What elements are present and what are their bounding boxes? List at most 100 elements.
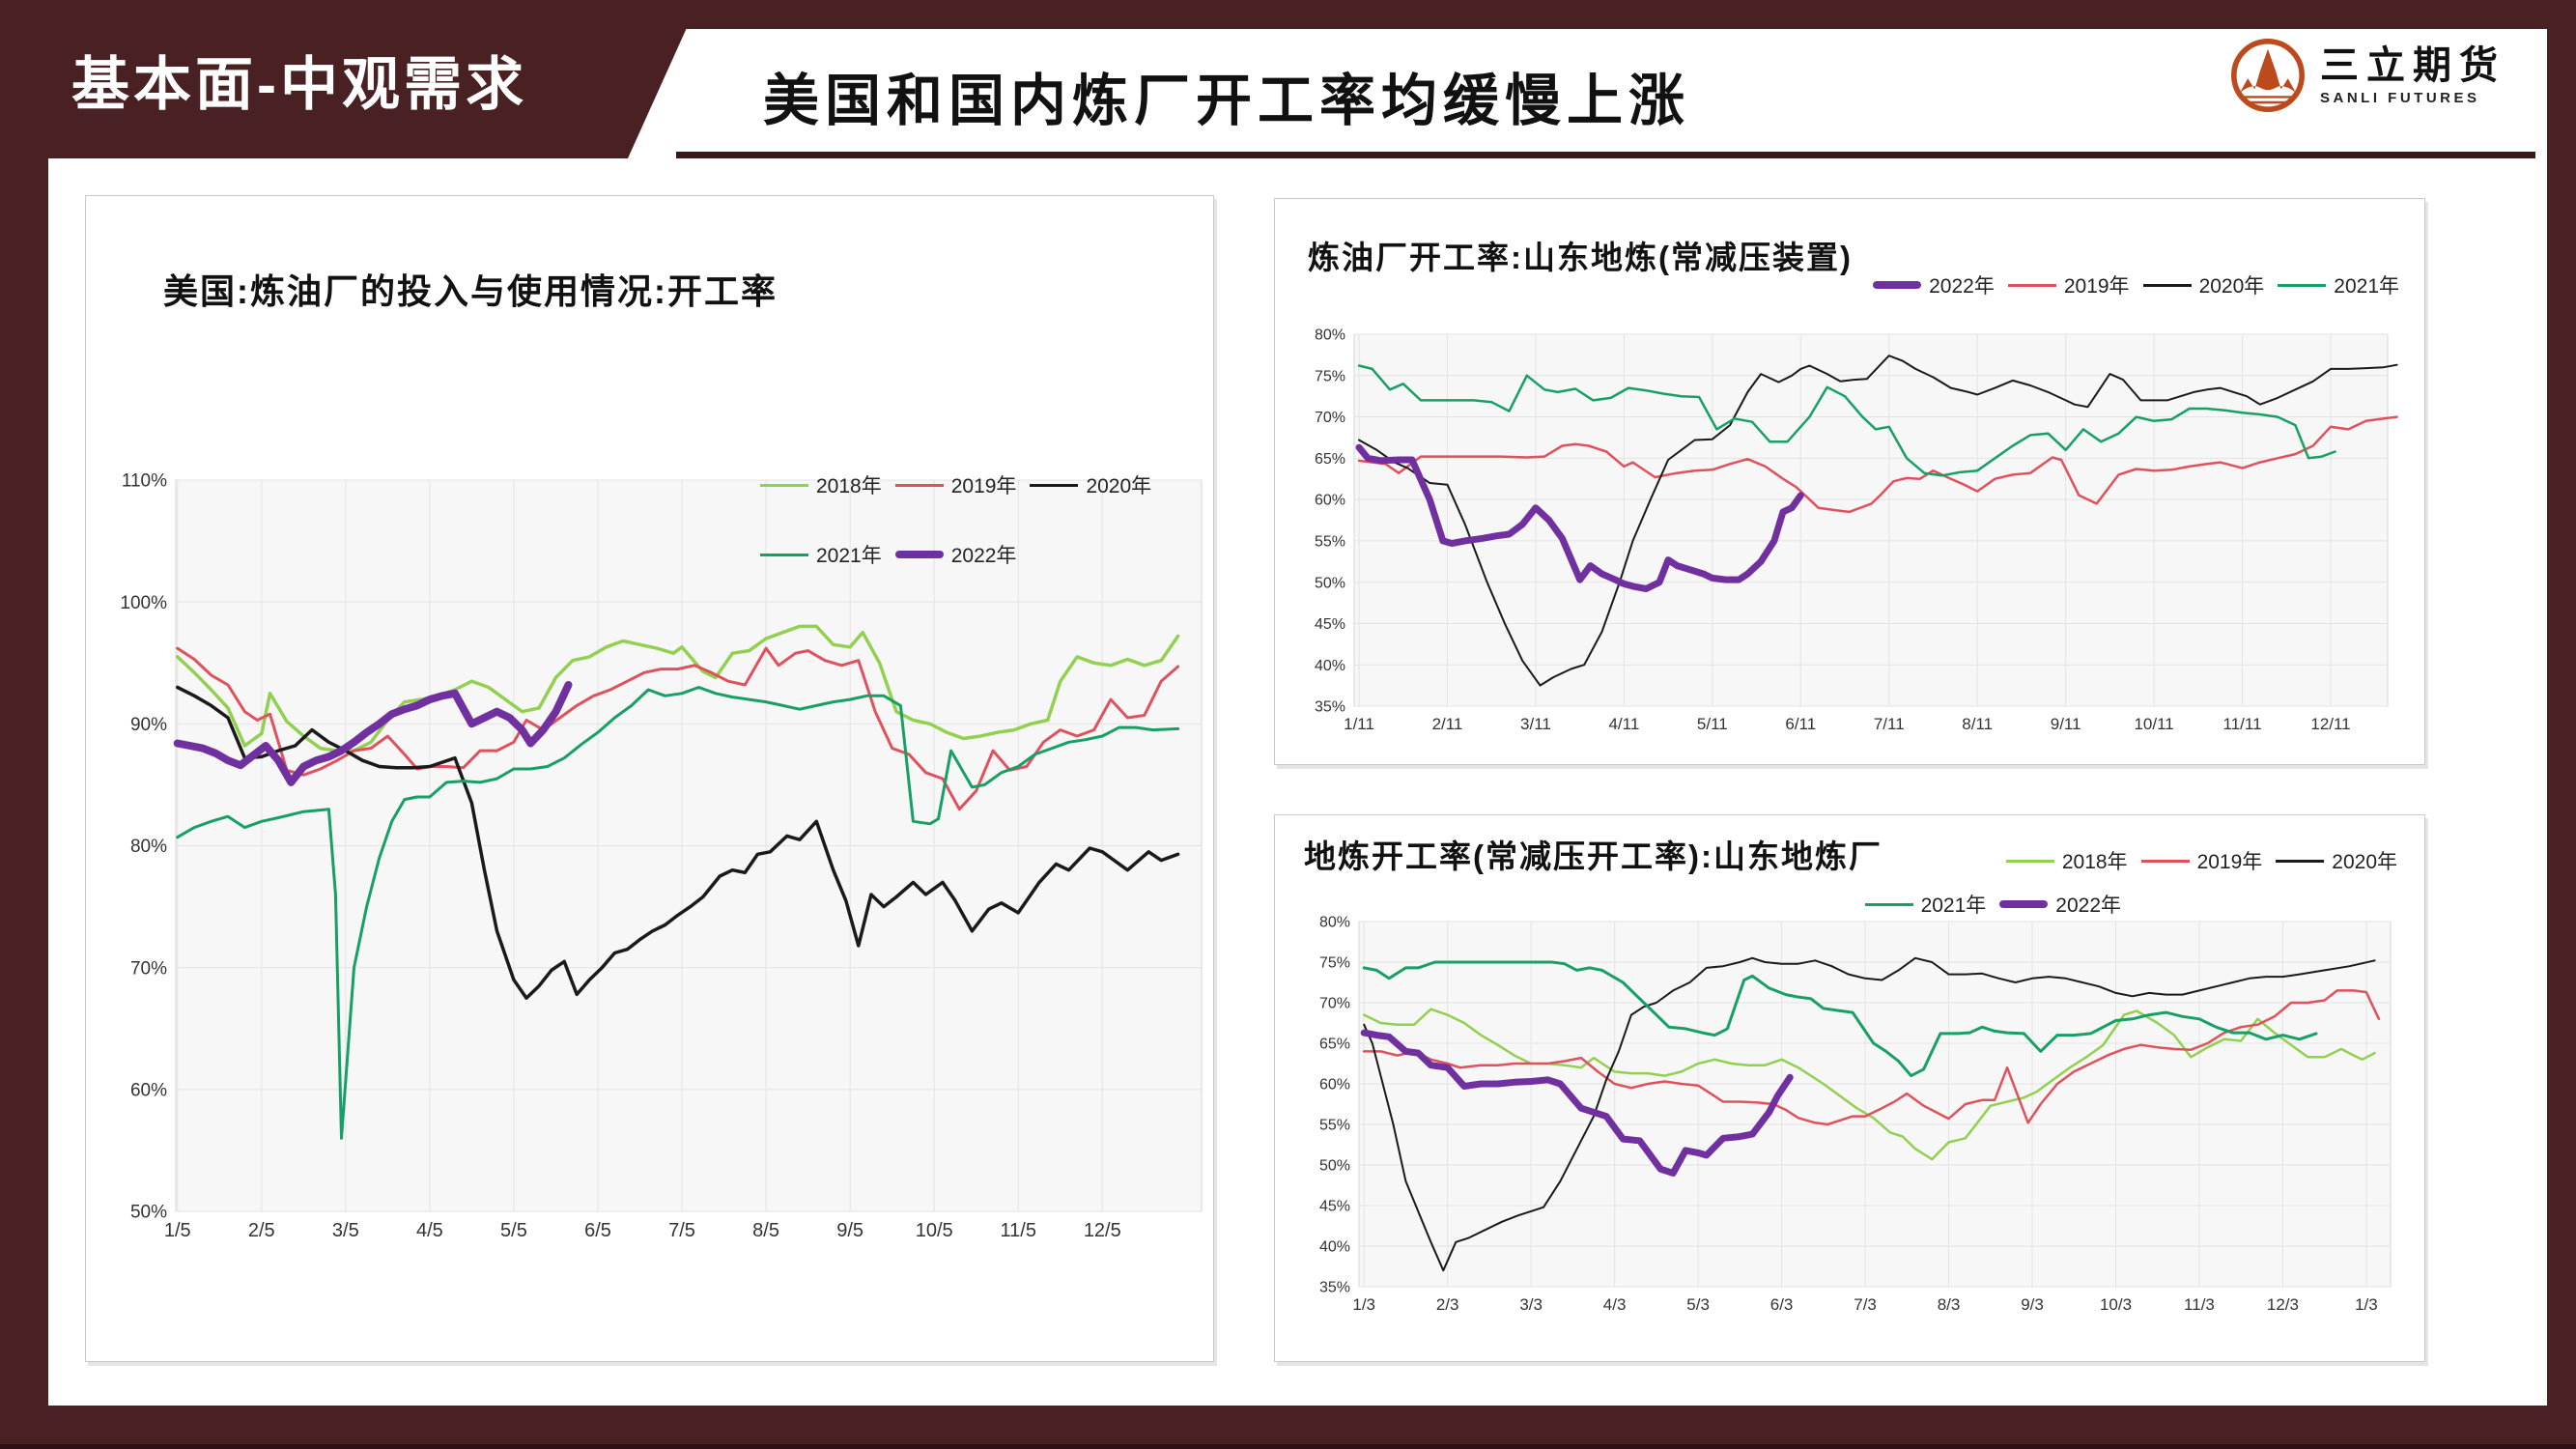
x-tick-label: 2/11 (1432, 715, 1463, 733)
y-tick-label: 55% (1315, 533, 1345, 550)
y-tick-label: 45% (1315, 616, 1345, 633)
legend-label: 2020年 (1086, 475, 1152, 497)
y-tick-label: 75% (1315, 368, 1345, 384)
series-line-2019年 (176, 646, 1180, 811)
legend-row: 2018年 2019年 2020年 (2005, 846, 2411, 875)
x-tick-label: 6/3 (1770, 1295, 1794, 1314)
x-tick-label: 10/11 (2134, 715, 2173, 733)
legend-swatch-icon (2278, 283, 2327, 287)
x-tick-label: 7/11 (1874, 715, 1905, 733)
x-tick-label: 4/5 (416, 1220, 443, 1241)
legend-swatch-icon (1864, 902, 1913, 906)
x-tick-label: 10/3 (2100, 1295, 2132, 1314)
x-tick-label: 7/3 (1854, 1295, 1877, 1314)
x-tick-label: 9/11 (2051, 715, 2081, 733)
x-tick-label: 5/5 (500, 1220, 527, 1241)
legend-item-2018年: 2018年 (2005, 846, 2128, 875)
legend-row: 2021年 2022年 (1864, 890, 2135, 919)
legend-label: 2022年 (1929, 275, 1995, 298)
series-line-2021年 (1362, 960, 2318, 1078)
frame-bottom-dark-line (0, 1444, 2576, 1449)
shandong-cdu-line-chart: 35% 40% 45% 50% 55% 60% 65% 70% 75% 80% 1/11 2/11 3/… (1315, 327, 2398, 733)
mountain-logo-icon (2231, 39, 2305, 112)
legend-swatch-icon (760, 553, 808, 556)
y-tick-label: 50% (1319, 1158, 1350, 1175)
legend-item-2021年: 2021年 (760, 540, 882, 569)
legend-label: 2021年 (1920, 895, 1987, 917)
x-tick-label: 1/3 (1352, 1295, 1375, 1314)
x-tick-label: 4/11 (1608, 715, 1639, 733)
y-axis-tick-labels: 50% 60% 70% 80% 90% 100% 110% (120, 471, 167, 1223)
x-tick-label: 7/5 (668, 1220, 695, 1241)
x-tick-label: 9/3 (2021, 1295, 2044, 1314)
legend-label: 2018年 (816, 475, 882, 497)
x-tick-label: 12/3 (2267, 1295, 2299, 1314)
legend-row: 2018年 2019年 2020年 (760, 470, 1165, 499)
x-tick-label: 2/5 (248, 1220, 275, 1241)
x-tick-label: 6/11 (1785, 715, 1816, 733)
y-axis-tick-labels: 35% 40% 45% 50% 55% 60% 65% 70% 75% 80% (1315, 327, 1345, 716)
x-tick-label: 1/11 (1344, 715, 1374, 733)
x-tick-label: 11/11 (2223, 715, 2262, 733)
legend-item-2020年: 2020年 (2276, 846, 2397, 875)
y-tick-label: 60% (1319, 1077, 1350, 1094)
y-tick-label: 35% (1315, 699, 1345, 716)
y-tick-label: 110% (122, 471, 167, 492)
x-tick-label: 10/5 (916, 1220, 953, 1241)
legend-swatch-icon (2140, 859, 2190, 863)
y-tick-label: 55% (1319, 1118, 1350, 1134)
y-tick-label: 70% (130, 958, 167, 979)
frame-left-band (0, 0, 48, 1449)
panel-shandong-cdu-chart: 炼油厂开工率:山东地炼(常减压装置) 35% 40% 45% 50% 55% 60% 65%… (1274, 198, 2425, 765)
legend-swatch-icon (2005, 859, 2054, 863)
us-refinery-line-chart: 50% 60% 70% 80% 90% 100% 110% 1/5 2/5 3/5 4/5 5/5 6/… (120, 471, 1203, 1241)
legend-label: 2019年 (2063, 275, 2130, 298)
legend-item-2019年: 2019年 (2140, 846, 2262, 875)
y-tick-label: 35% (1319, 1280, 1350, 1296)
x-tick-label: 12/5 (1084, 1220, 1121, 1241)
x-tick-label: 1/3 (2355, 1295, 2378, 1314)
series-line-2022年 (173, 681, 573, 786)
panel-us-refinery-chart: 美国:炼油厂的投入与使用情况:开工率 50% 60% 70% 80% 90% 100% 11… (85, 195, 1214, 1362)
legend-swatch-icon (2142, 283, 2192, 287)
section-tab-label: 基本面-中观需求 (71, 51, 527, 117)
legend-item-2021年: 2021年 (2278, 270, 2399, 299)
legend-item-2020年: 2020年 (2142, 270, 2265, 299)
y-tick-label: 75% (1319, 955, 1350, 972)
logo-name-cn: 三立期货 (2320, 44, 2505, 87)
x-tick-label: 3/11 (1520, 715, 1551, 733)
x-tick-label: 3/5 (332, 1220, 359, 1241)
legend-item-2020年: 2020年 (1030, 470, 1151, 499)
plot-area (1353, 333, 2389, 707)
x-tick-label: 6/5 (584, 1220, 611, 1241)
gridlines (1359, 921, 2391, 1288)
x-axis-tick-labels: 1/11 2/11 3/11 4/11 5/11 6/11 7/11 8/11 9/11 10/1… (1344, 715, 2351, 733)
legend-swatch-icon (1030, 483, 1079, 487)
company-logo: 三立期货 SANLI FUTURES (2229, 35, 2519, 116)
legend-label: 2020年 (2198, 275, 2265, 298)
y-tick-label: 60% (130, 1080, 167, 1100)
legend-label: 2020年 (2332, 851, 2397, 873)
page-title: 美国和国内炼厂开工率均缓慢上涨 (763, 70, 1691, 132)
section-tab: 基本面-中观需求 (0, 0, 699, 158)
y-tick-label: 40% (1315, 658, 1345, 674)
x-tick-label: 12/11 (2310, 715, 2350, 733)
legend-label: 2022年 (950, 545, 1017, 567)
legend-label: 2021年 (816, 545, 882, 567)
y-tick-label: 80% (130, 837, 167, 857)
x-tick-label: 8/5 (752, 1220, 779, 1241)
x-tick-label: 4/3 (1603, 1295, 1627, 1314)
legend-item-2019年: 2019年 (2007, 270, 2130, 299)
y-tick-label: 60% (1315, 493, 1345, 509)
panel-shandong-local-chart: 地炼开工率(常减压开工率):山东地炼厂 35% 40% 45% 50% 55% 60% 65… (1274, 814, 2425, 1362)
legend-item-2019年: 2019年 (894, 470, 1016, 499)
legend-label: 2022年 (2055, 895, 2121, 917)
plot-area (1358, 921, 2392, 1288)
shandong-local-line-chart: 35% 40% 45% 50% 55% 60% 65% 70% 75% 80% 1/3 2/3 3/3 4… (1319, 915, 2392, 1314)
y-tick-label: 70% (1319, 996, 1350, 1012)
frame-bottom-band (0, 1406, 2576, 1449)
legend-swatch-icon (894, 551, 944, 558)
header-underline (676, 152, 2535, 158)
x-tick-label: 8/11 (1962, 715, 1993, 733)
